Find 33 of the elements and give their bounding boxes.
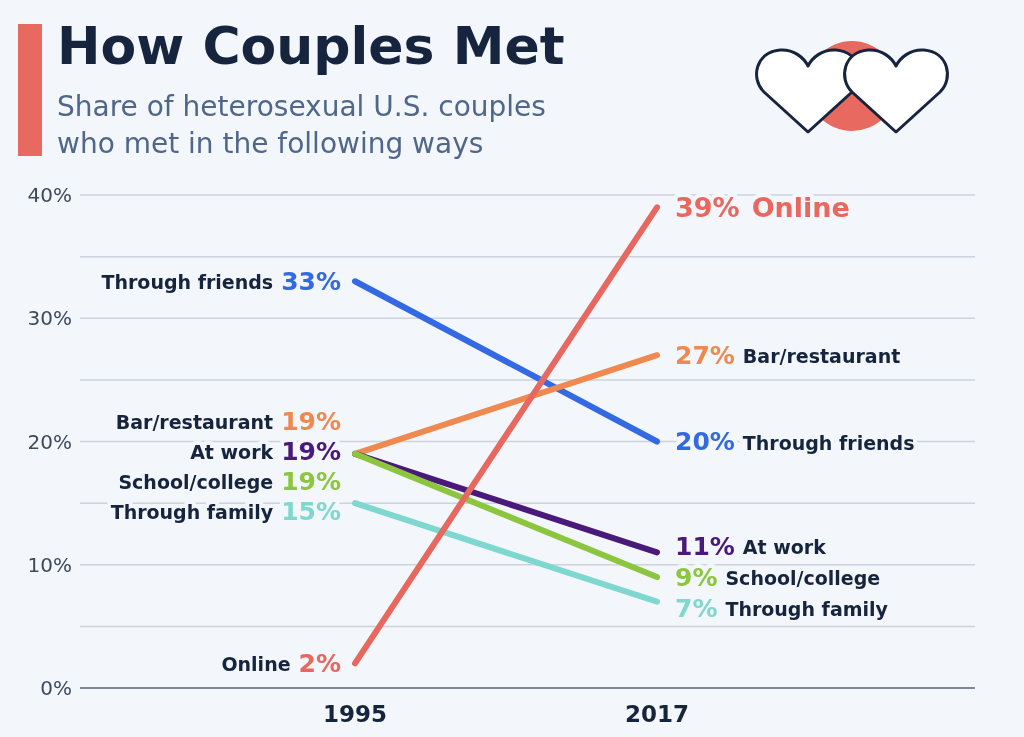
data-label: 9% (675, 562, 718, 592)
text: Bar/restaurant (115, 411, 274, 434)
x-tick-label: 1995 (322, 701, 388, 727)
text: Through friends (742, 431, 915, 454)
data-label: 19% (281, 436, 341, 466)
text: At work (190, 441, 274, 464)
x-tick-label: 2017 (624, 701, 690, 727)
text: Through family (110, 501, 274, 524)
y-tick-label: 20% (27, 429, 72, 454)
data-label: 33% (281, 266, 341, 296)
chart-title: How Couples Met (57, 16, 565, 76)
y-tick-label: 40% (27, 183, 72, 207)
text: Online (221, 653, 291, 676)
data-label: 15% (281, 496, 341, 526)
y-tick-label: 30% (27, 306, 72, 331)
text: School/college (118, 471, 274, 494)
text: Through friends (101, 271, 274, 294)
text: Through family (725, 598, 889, 621)
text: School/college (725, 567, 881, 590)
data-label: 19% (281, 406, 341, 436)
data-label: 11% (675, 531, 735, 561)
data-label: 2% (298, 648, 341, 678)
chart-subtitle: Share of heterosexual U.S. couples who met in the following ways (57, 90, 546, 160)
y-tick-label: 10% (27, 552, 72, 577)
data-label: 7% (675, 593, 718, 623)
text: Online (751, 191, 850, 223)
data-label: 20% (675, 427, 735, 456)
data-label: 27% (675, 340, 735, 370)
y-tick-label: 0% (40, 676, 72, 700)
data-label: 39% (675, 191, 740, 223)
text: Bar/restaurant (742, 345, 901, 368)
text: At work (742, 536, 826, 559)
data-label: 19% (281, 466, 341, 496)
